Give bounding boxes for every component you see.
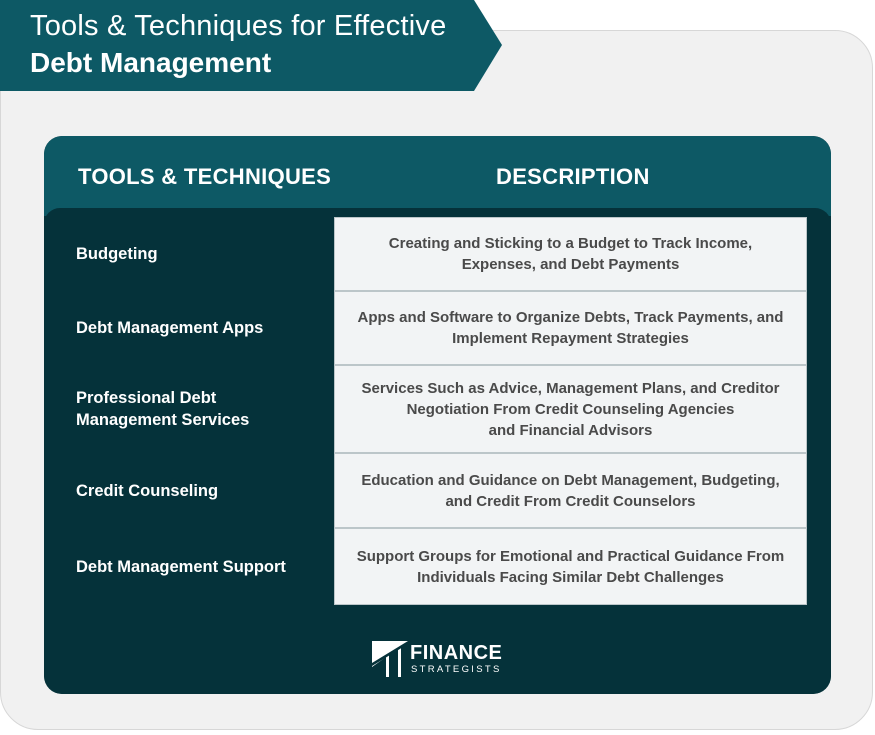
tool-name: Debt Management Apps xyxy=(76,319,264,337)
column-header-description: DESCRIPTION xyxy=(496,164,650,189)
description-text: Apps and Software to Organize Debts, Tra… xyxy=(357,309,784,347)
logo-tagline: STRATEGISTS xyxy=(411,664,502,675)
table-row: Professional Debt Management Services Se… xyxy=(44,365,831,453)
table-row: Credit Counseling Education and Guidance… xyxy=(44,453,831,528)
description-cell: Services Such as Advice, Management Plan… xyxy=(334,365,807,453)
logo-mark-icon xyxy=(372,641,408,677)
finance-strategists-logo: FINANCE STRATEGISTS xyxy=(372,640,512,678)
description-cell: Creating and Sticking to a Budget to Tra… xyxy=(334,217,807,291)
title-banner: Tools & Techniques for Effective Debt Ma… xyxy=(0,0,502,91)
table-body: Budgeting Creating and Sticking to a Bud… xyxy=(44,208,831,694)
table-row: Debt Management Support Support Groups f… xyxy=(44,528,831,605)
page-title-line2: Debt Management xyxy=(30,47,272,78)
tool-name: Debt Management Support xyxy=(76,557,286,576)
logo-name: FINANCE xyxy=(410,642,503,664)
table-header: TOOLS & TECHNIQUES DESCRIPTION xyxy=(44,136,831,216)
title-banner-shape xyxy=(0,0,502,91)
description-cell: Support Groups for Emotional and Practic… xyxy=(334,528,807,605)
tool-name: Professional Debt Management Services xyxy=(76,389,250,429)
table-row: Budgeting Creating and Sticking to a Bud… xyxy=(44,217,831,291)
description-text: Services Such as Advice, Management Plan… xyxy=(361,379,780,439)
description-cell: Education and Guidance on Debt Managemen… xyxy=(334,453,807,528)
description-text: Support Groups for Emotional and Practic… xyxy=(356,547,785,586)
table-panel: TOOLS & TECHNIQUES DESCRIPTION Budgeting… xyxy=(44,136,831,694)
tool-name: Credit Counseling xyxy=(76,481,219,500)
column-header-tools: TOOLS & TECHNIQUES xyxy=(78,164,332,189)
page-title-line1: Tools & Techniques for Effective xyxy=(30,10,447,42)
description-text: Education and Guidance on Debt Managemen… xyxy=(361,471,780,510)
description-cell: Apps and Software to Organize Debts, Tra… xyxy=(334,291,807,365)
table-row: Debt Management Apps Apps and Software t… xyxy=(44,291,831,365)
description-text: Creating and Sticking to a Budget to Tra… xyxy=(388,235,753,273)
tool-name: Budgeting xyxy=(76,245,158,263)
